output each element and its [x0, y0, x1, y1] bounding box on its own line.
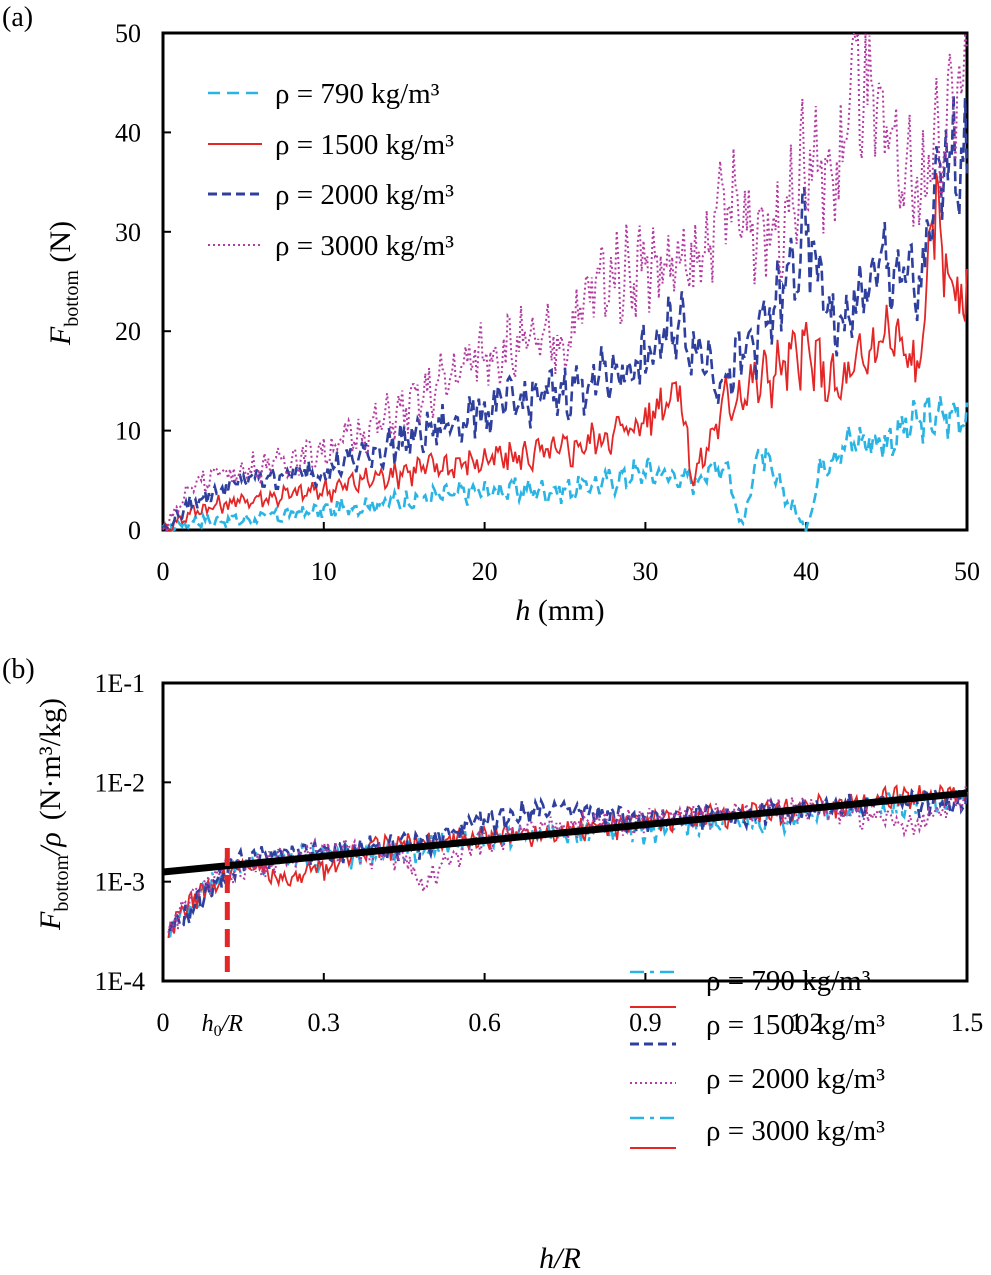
- panel-b-x-tick-label: 1.2: [790, 1008, 823, 1037]
- panel-b-series-2000: [168, 788, 969, 932]
- panel-a-x-ticks: 0 10 20 30 40 50: [157, 522, 980, 586]
- panel-a-ylabel-unit: (N): [44, 221, 77, 270]
- panel-b-series-1500: [167, 783, 968, 939]
- panel-b-ylabel-rest: /ρ: [34, 832, 67, 857]
- panel-a-legend: ρ = 790 kg/m³ ρ = 1500 kg/m³ ρ = 2000 kg…: [208, 78, 454, 262]
- panel-a-y-tick-label: 40: [115, 118, 141, 147]
- panel-b-plot-frame: [161, 681, 969, 983]
- panel-b-legend-text-2000: ρ = 2000 kg/m³: [706, 1063, 885, 1095]
- panel-a-x-tick-label: 40: [793, 557, 819, 586]
- panel-b-x-tick-label: 0: [157, 1008, 170, 1037]
- panel-a-legend-text-1500: ρ = 1500 kg/m³: [275, 129, 454, 161]
- panel-a-y-tick-label: 30: [115, 218, 141, 247]
- panel-b-legend-text-3000: ρ = 3000 kg/m³: [706, 1115, 885, 1147]
- panel-b-y-axis-label: Fbottom/ρ (N·m³/kg): [34, 698, 73, 931]
- panel-b-series-790: [167, 786, 968, 939]
- panel-b-ylabel-sub: bottom: [51, 855, 73, 912]
- panel-b-ylabel-unit: (N·m³/kg): [34, 698, 67, 820]
- panel-b-x-tick-label: 0.9: [629, 1008, 662, 1037]
- panel-a-series-2000: [161, 95, 969, 532]
- panel-a-series-790: [161, 395, 969, 533]
- panel-a-x-tick-label: 20: [472, 557, 498, 586]
- panel-a-xlabel-unit: (mm): [530, 594, 604, 627]
- panel-b-y-tick-label: 1E-3: [94, 868, 145, 897]
- panel-b-x-tick-label: 1.5: [951, 1008, 984, 1037]
- panel-b-h0-label: h0/R: [202, 1011, 244, 1040]
- panel-a-y-ticks: 0 10 20 30 40 50: [115, 19, 171, 545]
- panel-a-legend-text-2000: ρ = 2000 kg/m³: [275, 179, 454, 211]
- panel-b-y-tick-label: 1E-1: [94, 669, 145, 698]
- panel-b-h0-rest: /R: [220, 1011, 244, 1037]
- panel-b-x-tick-label: 0.3: [308, 1008, 341, 1037]
- panel-b: (b) 0 0.3 0.6 0.9 1.2 1.5 1E-41E-31E-21E-1 h0…: [2, 654, 983, 1275]
- panel-b-label: (b): [2, 654, 35, 685]
- panel-b-x-tick-label: 0.6: [468, 1008, 501, 1037]
- panel-a-x-tick-label: 0: [157, 557, 170, 586]
- panel-a-series-1500: [162, 172, 968, 531]
- panel-b-x-ticks: 0 0.3 0.6 0.9 1.2 1.5: [157, 973, 984, 1037]
- panel-b-x-axis-label: h/R: [539, 1242, 581, 1275]
- panel-b-h0-var: h: [202, 1011, 214, 1037]
- panel-b-h0-sub: 0: [214, 1023, 222, 1040]
- panel-b-y-tick-label: 1E-4: [94, 967, 145, 996]
- panel-b-legend-text-1500: ρ = 1500 kg/m³: [706, 1009, 885, 1041]
- panel-a-x-tick-label: 10: [311, 557, 337, 586]
- panel-a-y-tick-label: 0: [128, 516, 141, 545]
- panel-b-fit-line: [162, 789, 968, 876]
- panel-a-x-tick-label: 50: [954, 557, 980, 586]
- panel-a-legend-text-790: ρ = 790 kg/m³: [275, 78, 440, 110]
- panel-b-y-ticks: 1E-4 1E-3 1E-2 1E-1: [94, 669, 171, 996]
- panel-b-legend: ρ = 790 kg/m³ ρ = 1500 kg/m³ ρ = 2000 kg…: [630, 965, 885, 1149]
- panel-a-series: [161, 32, 969, 533]
- panel-a-legend-text-3000: ρ = 3000 kg/m³: [275, 230, 454, 262]
- panel-b-ylabel-var: F: [34, 911, 67, 931]
- panel-a: (a) 0 10 20 30 40 50 0 10 20 30 40 50 h (mm) Fbott…: [2, 2, 980, 627]
- panel-b-legend-text-790: ρ = 790 kg/m³: [706, 965, 871, 997]
- panel-b-y-tick-label: 1E-2: [94, 768, 145, 797]
- panel-a-label: (a): [2, 2, 33, 33]
- panel-a-y-axis-label: Fbottom (N): [44, 221, 83, 346]
- panel-a-y-tick-label: 10: [115, 417, 141, 446]
- panel-a-xlabel-var: h: [515, 594, 530, 627]
- panel-a-y-tick-label: 20: [115, 317, 141, 346]
- panel-a-x-axis-label: h (mm): [515, 594, 604, 627]
- panel-a-y-tick-label: 50: [115, 19, 141, 48]
- panel-b-series: [162, 783, 969, 939]
- panel-a-series-3000: [162, 32, 968, 533]
- panel-a-x-tick-label: 30: [632, 557, 658, 586]
- panel-a-ylabel-sub: bottom: [61, 270, 83, 327]
- panel-a-ylabel-var: F: [44, 326, 77, 346]
